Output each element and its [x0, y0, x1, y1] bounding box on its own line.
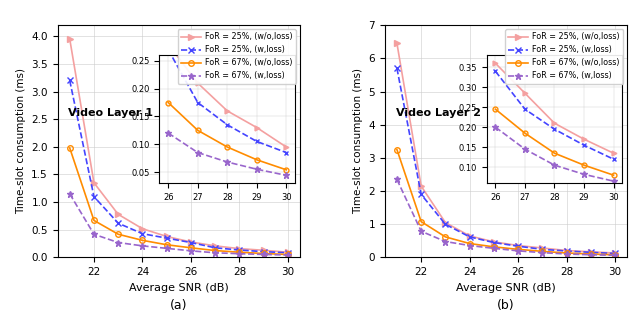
X-axis label: Average SNR (dB): Average SNR (dB) — [129, 283, 228, 293]
Y-axis label: Time-slot consumption (ms): Time-slot consumption (ms) — [353, 68, 363, 214]
Legend: FoR = 25%, (w/o,loss), FoR = 25%, (w,loss), FoR = 67%, (w/o,loss), FoR = 67%, (w: FoR = 25%, (w/o,loss), FoR = 25%, (w,los… — [505, 29, 623, 84]
Title: (a): (a) — [170, 299, 188, 311]
Y-axis label: Time-slot consumption (ms): Time-slot consumption (ms) — [16, 68, 26, 214]
Text: Video Layer 2: Video Layer 2 — [396, 108, 481, 118]
X-axis label: Average SNR (dB): Average SNR (dB) — [456, 283, 556, 293]
Text: Video Layer 1: Video Layer 1 — [68, 108, 154, 118]
Legend: FoR = 25%, (w/o,loss), FoR = 25%, (w,loss), FoR = 67%, (w/o,loss), FoR = 67%, (w: FoR = 25%, (w/o,loss), FoR = 25%, (w,los… — [178, 29, 296, 84]
Title: (b): (b) — [497, 299, 515, 311]
